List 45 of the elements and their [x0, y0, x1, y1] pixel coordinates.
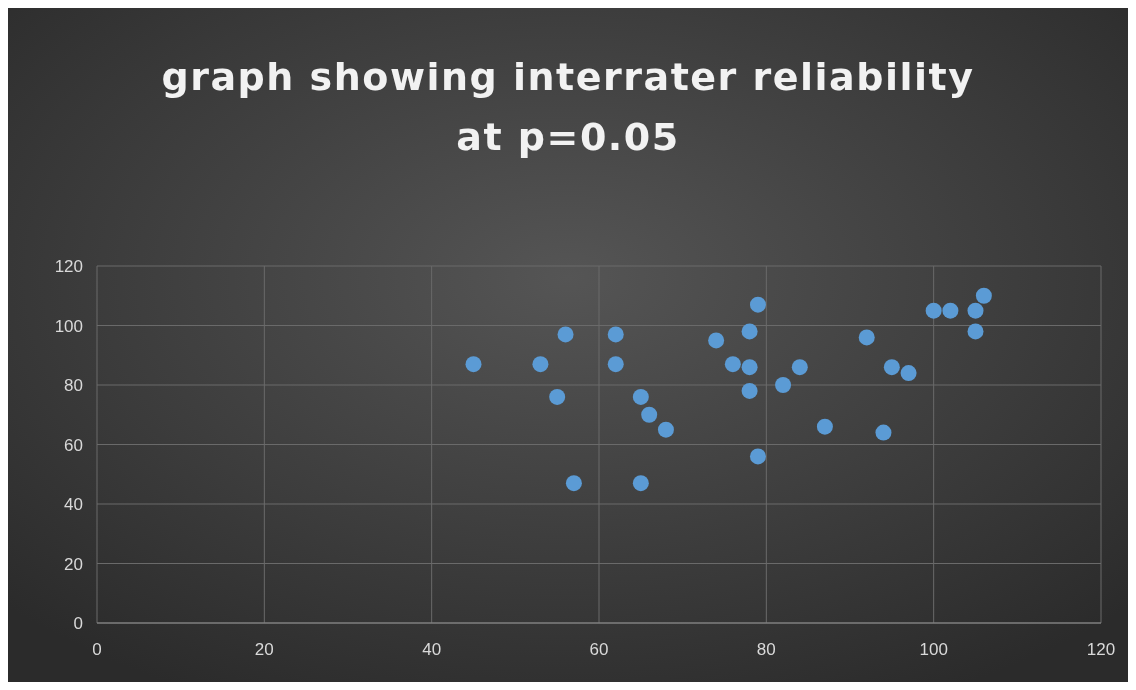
point — [657, 421, 674, 438]
y-tick-label: 80 — [64, 376, 83, 395]
point — [741, 359, 758, 376]
point — [741, 382, 758, 399]
point — [883, 359, 900, 376]
point — [749, 296, 766, 313]
x-tick-label: 40 — [422, 640, 442, 659]
point — [532, 356, 549, 373]
point — [791, 359, 808, 376]
point — [816, 418, 833, 435]
point — [942, 302, 959, 319]
point — [775, 377, 792, 393]
point — [967, 302, 984, 319]
point — [549, 388, 566, 405]
point — [900, 365, 917, 382]
point — [565, 475, 582, 492]
x-tick-label: 0 — [92, 640, 102, 659]
y-tick-label: 20 — [64, 554, 83, 574]
point — [925, 302, 942, 319]
point — [641, 406, 658, 423]
x-tick-label: 80 — [756, 640, 776, 659]
point — [724, 356, 741, 373]
point — [607, 356, 624, 373]
point — [975, 287, 992, 304]
point — [967, 323, 984, 340]
point — [632, 388, 649, 405]
point — [465, 356, 482, 373]
y-tick-label: 60 — [64, 435, 83, 455]
point — [749, 448, 766, 465]
y-tick-label: 0 — [73, 614, 83, 633]
x-tick-label: 120 — [1086, 640, 1116, 659]
x-tick-label: 100 — [919, 640, 948, 659]
x-tick-label: 20 — [254, 640, 274, 659]
y-tick-label: 100 — [54, 316, 83, 336]
point — [741, 323, 758, 340]
y-tick-label: 40 — [64, 495, 83, 514]
point — [875, 424, 892, 441]
x-tick-label: 60 — [589, 640, 609, 659]
point — [858, 329, 875, 346]
chart-title: graph showing interrater reliability at p=0.05 — [161, 55, 975, 159]
point — [632, 475, 649, 492]
point — [557, 326, 574, 343]
point — [708, 332, 725, 349]
y-tick-label: 120 — [54, 257, 83, 276]
point — [607, 326, 624, 343]
